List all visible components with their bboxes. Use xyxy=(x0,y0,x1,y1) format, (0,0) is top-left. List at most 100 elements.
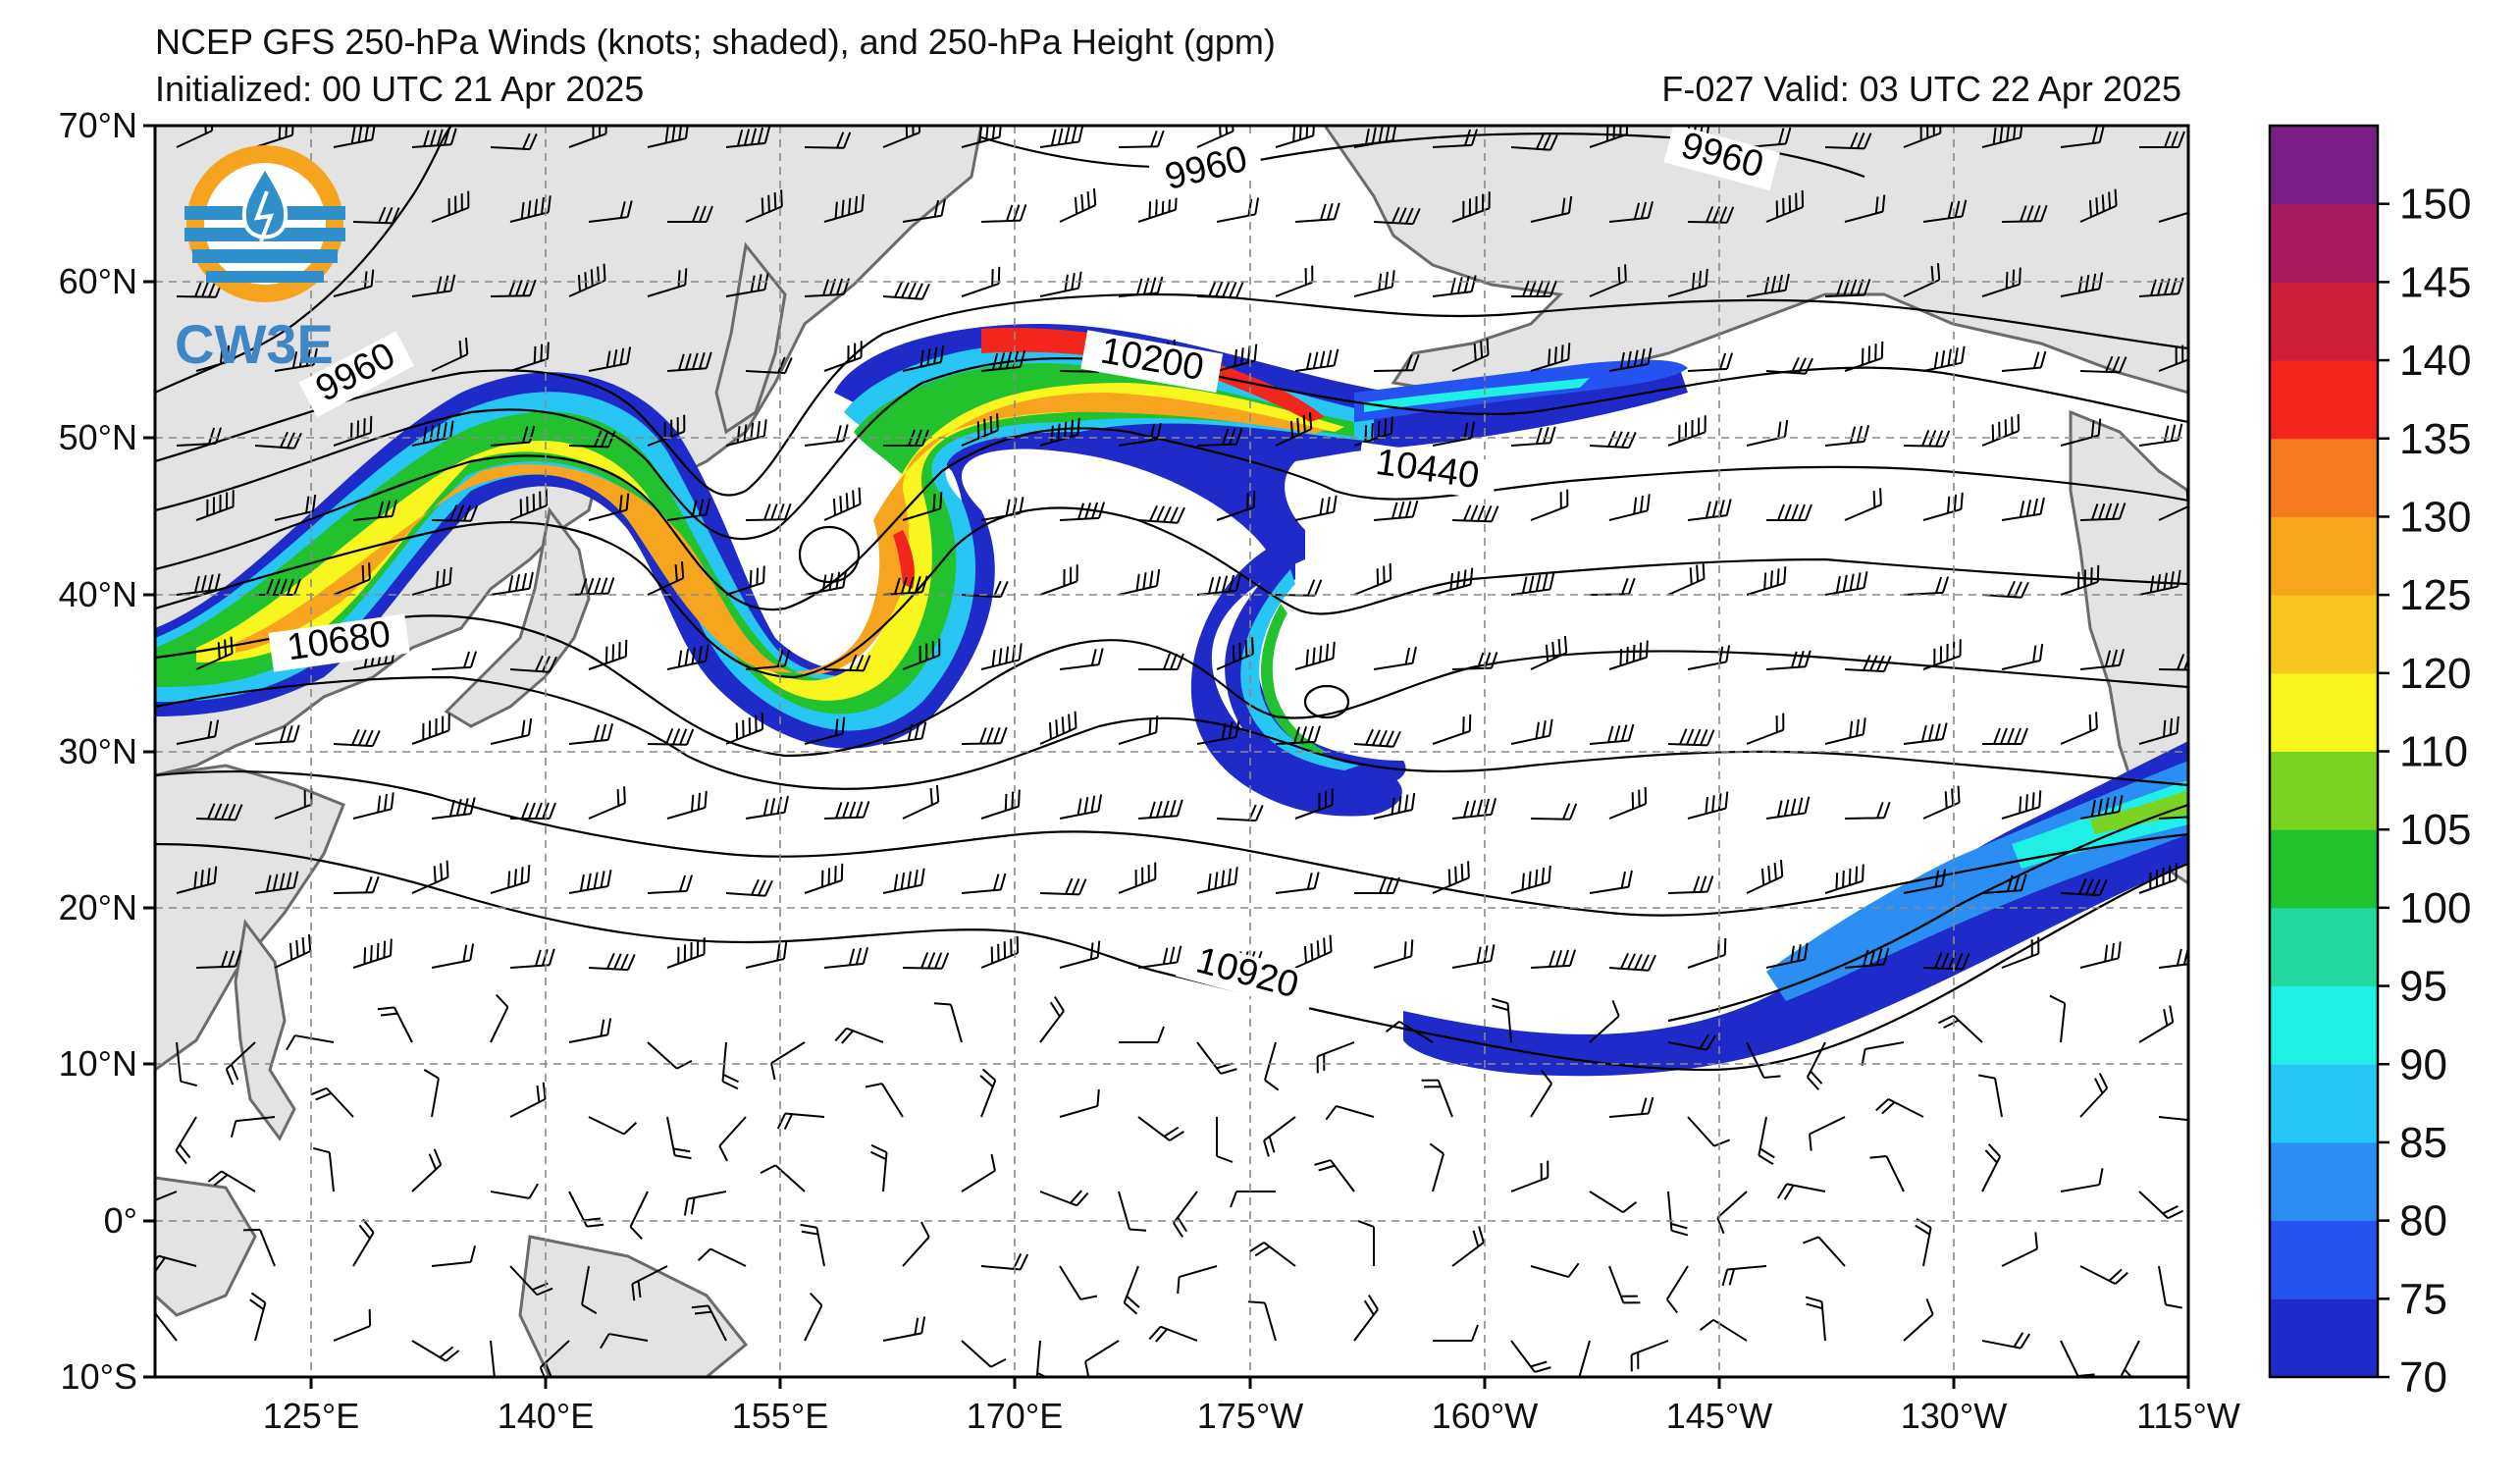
wind-barb xyxy=(1982,727,2028,745)
wind-barb xyxy=(961,873,1007,894)
wind-barb xyxy=(691,1304,727,1342)
colorbar-segment xyxy=(2270,1064,2378,1143)
wind-barb xyxy=(1216,490,1256,521)
wind-barb xyxy=(1922,492,1964,521)
wind-barb xyxy=(254,431,302,450)
wind-barb xyxy=(2001,936,2040,969)
contour-10200 xyxy=(155,357,2188,541)
wind-barb xyxy=(176,573,221,596)
wind-barb xyxy=(1294,788,1334,820)
wind-barb xyxy=(1196,428,1243,447)
wind-barb xyxy=(1353,1295,1379,1342)
wind-barb xyxy=(1216,1117,1234,1163)
wind-barb xyxy=(2079,795,2124,820)
jet-aleutian-cyan xyxy=(1364,378,1590,412)
colorbar-tick-label: 95 xyxy=(2399,963,2447,1011)
wind-barb xyxy=(1353,416,1393,447)
wind-barb xyxy=(1059,1088,1100,1118)
wind-barb xyxy=(411,714,450,745)
wind-barb xyxy=(195,343,236,372)
wind-barb xyxy=(509,1082,547,1118)
height-contours xyxy=(155,126,2188,1072)
wind-barb xyxy=(804,132,852,149)
colorbar-segment xyxy=(2270,985,2378,1065)
wind-barb xyxy=(2060,1168,2104,1192)
wind-barb xyxy=(1667,561,1706,596)
lat-label-0: 0° xyxy=(104,1200,137,1241)
wind-barb xyxy=(745,189,783,223)
wind-barb xyxy=(175,1116,197,1165)
wind-barb xyxy=(2060,272,2104,297)
wind-barb xyxy=(2001,204,2048,223)
wind-barb xyxy=(666,790,708,820)
wind-barb xyxy=(1123,1265,1140,1315)
wind-barb xyxy=(1824,425,1870,447)
jet-west-red3 xyxy=(893,530,915,589)
wind-barb xyxy=(1667,728,1715,747)
wind-barb xyxy=(980,935,1020,969)
colorbar-tick-label: 120 xyxy=(2399,650,2471,698)
wind-barb xyxy=(1373,792,1416,820)
wind-barb xyxy=(1903,1298,1934,1342)
wind-barb xyxy=(490,1183,539,1199)
lon-label-140e: 140°E xyxy=(498,1396,594,1436)
wind-barb xyxy=(1981,874,2027,894)
wind-barb xyxy=(666,1116,692,1160)
lat-label-60n: 60°N xyxy=(59,261,137,301)
wind-barb xyxy=(1357,1220,1375,1266)
wind-barb xyxy=(2138,569,2181,596)
wind-barb xyxy=(1451,944,1496,969)
wind-barb xyxy=(902,784,940,820)
wind-barb xyxy=(1875,1097,1924,1118)
wind-barb xyxy=(1903,576,1950,596)
wind-barb xyxy=(804,716,846,745)
wind-barb xyxy=(1433,1324,1479,1342)
jet-subtropical-yellow xyxy=(2090,790,2188,834)
wind-barb xyxy=(1118,715,1159,745)
wind-barb xyxy=(490,279,537,297)
wind-barb xyxy=(568,723,614,745)
lon-label-170e: 170°E xyxy=(967,1396,1063,1436)
wind-barb xyxy=(1765,942,1809,969)
wind-barb xyxy=(1196,281,1244,299)
wind-barb xyxy=(2138,863,2178,894)
wind-barb xyxy=(1451,504,1499,523)
wind-barb xyxy=(1039,877,1087,896)
wind-barb xyxy=(1385,1020,1434,1043)
wind-barb xyxy=(352,500,398,521)
colorbar xyxy=(2268,124,2389,1379)
wind-barb xyxy=(1432,714,1472,745)
wind-barb xyxy=(568,126,607,148)
wind-barb xyxy=(1421,1079,1453,1118)
wind-barb xyxy=(588,952,636,972)
wind-barb xyxy=(2139,131,2185,148)
wind-barb xyxy=(1373,646,1417,670)
wind-barb xyxy=(411,566,452,596)
colorbar-tick-label: 75 xyxy=(2399,1275,2447,1323)
wind-barb xyxy=(176,1041,197,1087)
wind-barb xyxy=(1432,421,1476,447)
wind-barb xyxy=(1746,859,1784,894)
wind-barb xyxy=(721,1041,739,1090)
wind-barb xyxy=(1608,786,1648,820)
wind-barb xyxy=(1216,637,1254,670)
colorbar-tick-label: 85 xyxy=(2399,1119,2447,1167)
wind-barb xyxy=(882,721,927,745)
wind-barb xyxy=(1429,1142,1444,1192)
wind-barb xyxy=(961,1340,1007,1368)
wind-barb xyxy=(1530,803,1578,821)
wind-barb xyxy=(1275,411,1313,447)
colorbar-segment xyxy=(2270,907,2378,987)
wind-barb xyxy=(800,1223,825,1267)
wind-barb xyxy=(1148,1325,1198,1343)
wind-barb xyxy=(1758,1116,1775,1166)
wind-barb xyxy=(242,1228,276,1267)
wind-barb xyxy=(1196,720,1240,745)
wind-barb xyxy=(352,938,393,969)
wind-barb xyxy=(1138,653,1184,670)
wind-barb xyxy=(568,870,612,894)
wind-barb xyxy=(1530,195,1573,223)
wind-barb xyxy=(1316,1041,1355,1074)
wind-barb xyxy=(1039,126,1084,148)
wind-barb xyxy=(1981,126,2023,148)
